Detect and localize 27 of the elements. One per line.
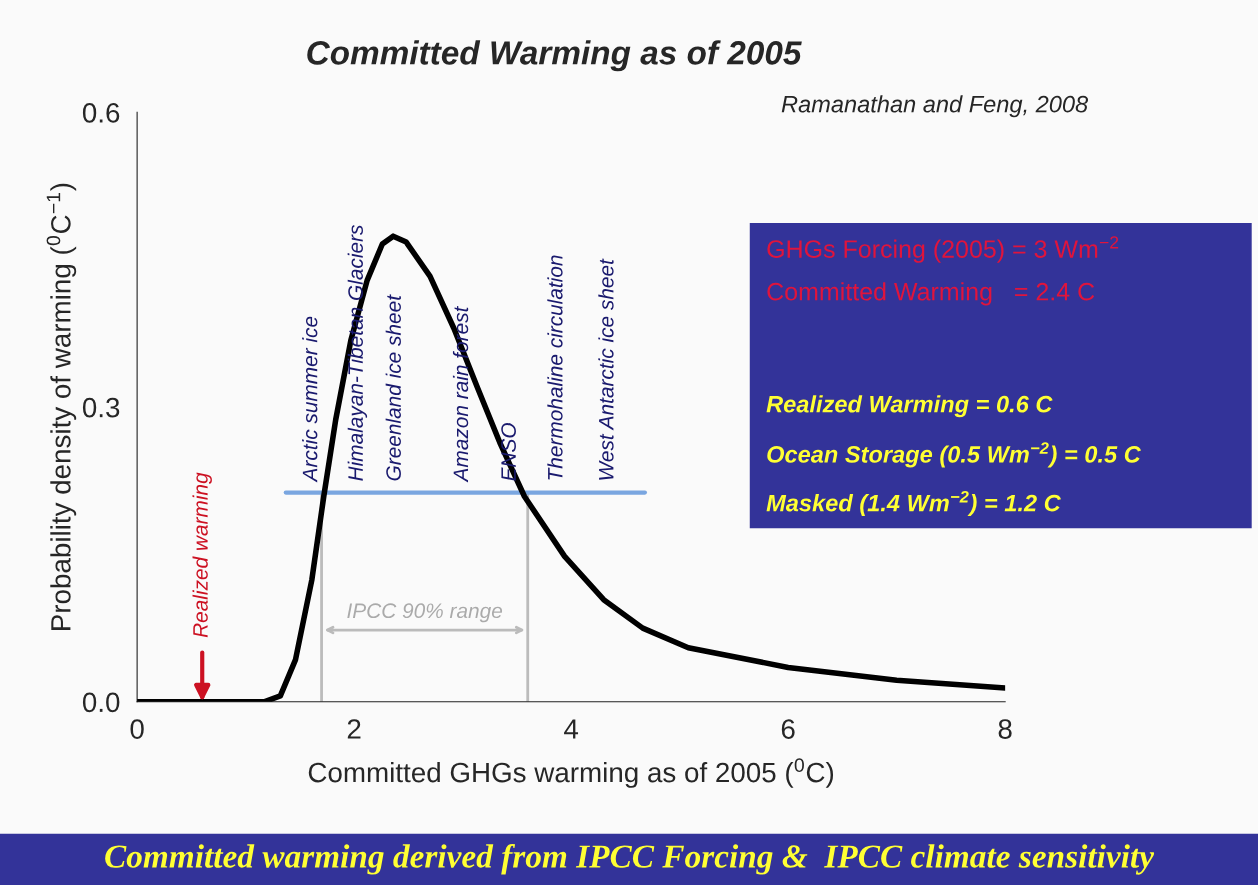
annotation: Committed Warming = 2.4 C — [767, 282, 1095, 306]
annotation: Ramanathan and Feng, 2008 — [781, 95, 1089, 118]
x-tick-label: 2 — [347, 719, 361, 739]
x-tick-label: 0 — [130, 719, 144, 739]
x-axis-title: Committed GHGs warming as of 2005 ($^{0}$C) — [308, 758, 834, 788]
annotation: Arctic summer ice — [302, 316, 318, 483]
y-tick-label: 0.6 — [82, 103, 120, 123]
x-tick-label: 4 — [564, 719, 579, 739]
annotation: Greenland ice sheet — [385, 294, 401, 481]
annotation: Thermohaline circulation — [547, 255, 563, 480]
y-tick-label: 0.0 — [82, 692, 120, 713]
annotation: GHGs Forcing (2005) = 3 Wm$^{−2}$ — [767, 236, 1119, 263]
x-tick-label: 6 — [781, 719, 795, 739]
y-axis-title: Probability density of warming ($^{0}$C$^{−1}$) — [46, 183, 77, 630]
text: Committed warming derived from IPCC Forcing & IPCC climate sensitivity — [105, 844, 1155, 875]
annotation: West Antarctic ice sheet — [598, 258, 614, 480]
x-tick-label: 8 — [998, 719, 1012, 739]
annotation: ENSO — [501, 422, 516, 481]
chart-title: Committed Warming as of 2005 — [307, 40, 802, 72]
annotation: IPCC 90% range — [347, 603, 503, 623]
y-tick-label: 0.3 — [82, 397, 120, 418]
annotation: Ocean Storage (0.5 Wm$^{−2}$) = 0.5 C — [767, 442, 1142, 468]
annotation: Masked (1.4 Wm$^{−2}$) = 1.2 C — [766, 490, 1061, 517]
annotation: Amazon rain forest — [452, 305, 469, 483]
annotation: Realized warming — [192, 472, 212, 638]
annotation: Himalayan-Tibetan Glaciers — [347, 225, 368, 481]
annotation: Realized Warming = 0.6 C — [766, 395, 1053, 418]
